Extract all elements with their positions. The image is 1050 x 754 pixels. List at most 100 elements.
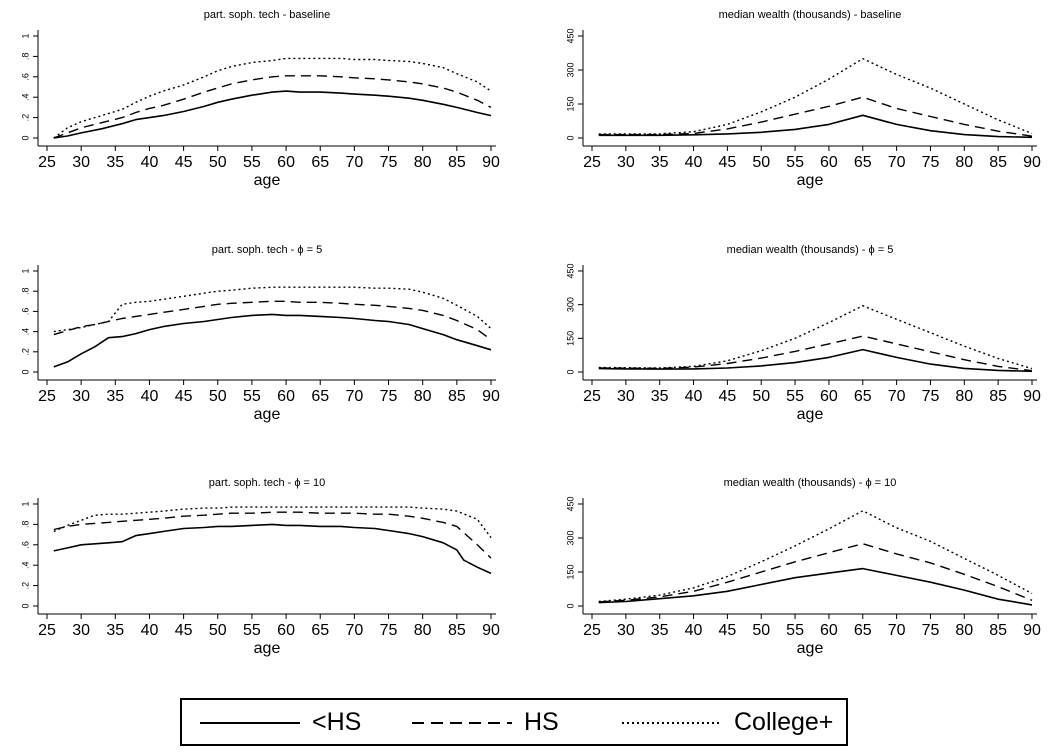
y-tick-label: 150	[565, 331, 575, 346]
y-tick-label: 300	[565, 530, 575, 545]
series-line-hs	[53, 75, 492, 139]
y-tick-label: .8	[20, 521, 30, 529]
figure: part. soph. tech - baseline 0 .2 .4 .6 .8 1 25 3…	[20, 9, 1041, 657]
series-line-lt-hs	[598, 114, 1033, 139]
x-tick-label: 50	[209, 622, 227, 639]
chart-title: part. soph. tech - ϕ = 10	[209, 477, 326, 489]
legend-item-lt-hs: <HS	[200, 700, 390, 744]
legend-swatch-solid	[200, 722, 300, 724]
x-tick-label: 25	[583, 622, 601, 639]
x-axis-label: age	[797, 640, 824, 657]
legend-item-hs: HS	[412, 700, 592, 744]
y-tick-label: .2	[20, 348, 30, 356]
x-tick-label: 55	[786, 154, 804, 171]
x-tick-label: 40	[685, 154, 703, 171]
series-line-lt-hs	[53, 90, 492, 139]
chart-panel-1: part. soph. tech - baseline 0 .2 .4 .6 .8 1 25 3…	[20, 9, 500, 189]
chart-title: median wealth (thousands) - baseline	[719, 9, 902, 21]
x-tick-label: 25	[38, 154, 56, 171]
x-tick-label: 75	[380, 388, 398, 405]
x-tick-label: 30	[617, 388, 635, 405]
y-tick-label: 450	[565, 28, 575, 43]
chart-title: median wealth (thousands) - ϕ = 10	[724, 477, 897, 489]
x-tick-label: 40	[141, 622, 159, 639]
chart-panel-3: part. soph. tech - ϕ = 5 0 .2 .4 .6 .8 1 25 30 35…	[20, 244, 500, 423]
series-line-college	[53, 57, 492, 139]
y-tick-label: 150	[565, 96, 575, 111]
x-tick-label: 70	[888, 388, 906, 405]
x-axis-label: age	[254, 640, 281, 657]
legend-swatch-dash	[412, 722, 512, 724]
y-tick-label: 1	[20, 501, 30, 506]
series-line-hs	[598, 335, 1033, 372]
y-tick-label: 0	[20, 603, 30, 608]
chart-title: part. soph. tech - ϕ = 5	[212, 244, 322, 256]
y-tick-label: 0	[565, 369, 575, 374]
x-tick-label: 65	[854, 154, 872, 171]
x-tick-label: 65	[854, 388, 872, 405]
x-tick-label: 65	[311, 622, 329, 639]
series-line-lt-hs	[53, 313, 492, 368]
x-tick-label: 60	[277, 154, 295, 171]
y-tick-label: .4	[20, 328, 30, 336]
x-tick-label: 65	[311, 154, 329, 171]
x-axis-label: age	[797, 406, 824, 423]
legend-swatch-dot	[622, 722, 722, 724]
x-tick-label: 65	[854, 622, 872, 639]
x-tick-label: 25	[38, 388, 56, 405]
x-tick-label: 90	[482, 622, 500, 639]
series-line-hs	[598, 543, 1033, 603]
x-tick-label: 85	[989, 622, 1007, 639]
x-tick-label: 60	[277, 388, 295, 405]
x-tick-label: 30	[72, 154, 90, 171]
y-tick-label: 1	[20, 268, 30, 273]
x-tick-label: 45	[718, 622, 736, 639]
legend-label-college: College+	[734, 708, 834, 736]
y-tick-label: 0	[565, 603, 575, 608]
chart-title: part. soph. tech - baseline	[204, 9, 331, 21]
x-tick-label: 45	[175, 154, 193, 171]
x-tick-label: 55	[786, 388, 804, 405]
x-tick-label: 45	[175, 388, 193, 405]
x-tick-label: 80	[955, 388, 973, 405]
legend-label-lt-hs: <HS	[312, 708, 362, 736]
x-tick-label: 25	[38, 622, 56, 639]
series-line-lt-hs	[598, 348, 1033, 373]
y-tick-label: .6	[20, 73, 30, 81]
x-tick-label: 90	[1023, 622, 1041, 639]
x-tick-label: 50	[209, 388, 227, 405]
x-tick-label: 50	[209, 154, 227, 171]
y-tick-label: .2	[20, 114, 30, 122]
x-tick-label: 80	[955, 622, 973, 639]
series-line-hs	[53, 300, 492, 341]
series-line-college	[598, 510, 1033, 603]
series-line-college	[598, 58, 1033, 135]
y-tick-label: 450	[565, 496, 575, 511]
x-tick-label: 75	[922, 622, 940, 639]
x-axis-label: age	[254, 172, 281, 189]
y-tick-label: 0	[20, 369, 30, 374]
x-axis-label: age	[254, 406, 281, 423]
x-tick-label: 85	[989, 388, 1007, 405]
x-tick-label: 90	[1023, 154, 1041, 171]
y-tick-label: 0	[20, 135, 30, 140]
series-line-college	[598, 305, 1033, 370]
x-tick-label: 40	[685, 388, 703, 405]
legend: <HS HS College+	[180, 698, 848, 746]
y-tick-label: .8	[20, 53, 30, 61]
x-tick-label: 30	[72, 622, 90, 639]
x-tick-label: 40	[141, 388, 159, 405]
y-tick-label: 300	[565, 62, 575, 77]
series-line-lt-hs	[53, 523, 492, 575]
x-tick-label: 60	[277, 622, 295, 639]
y-tick-label: .6	[20, 308, 30, 316]
legend-label-hs: HS	[524, 708, 559, 736]
x-tick-label: 70	[345, 154, 363, 171]
x-tick-label: 90	[1023, 388, 1041, 405]
x-tick-label: 90	[482, 154, 500, 171]
x-tick-label: 85	[989, 154, 1007, 171]
chart-panel-4: median wealth (thousands) - ϕ = 5 0 150 300…	[565, 244, 1041, 423]
x-tick-label: 35	[106, 622, 124, 639]
y-tick-label: .6	[20, 541, 30, 549]
y-tick-label: 450	[565, 263, 575, 278]
